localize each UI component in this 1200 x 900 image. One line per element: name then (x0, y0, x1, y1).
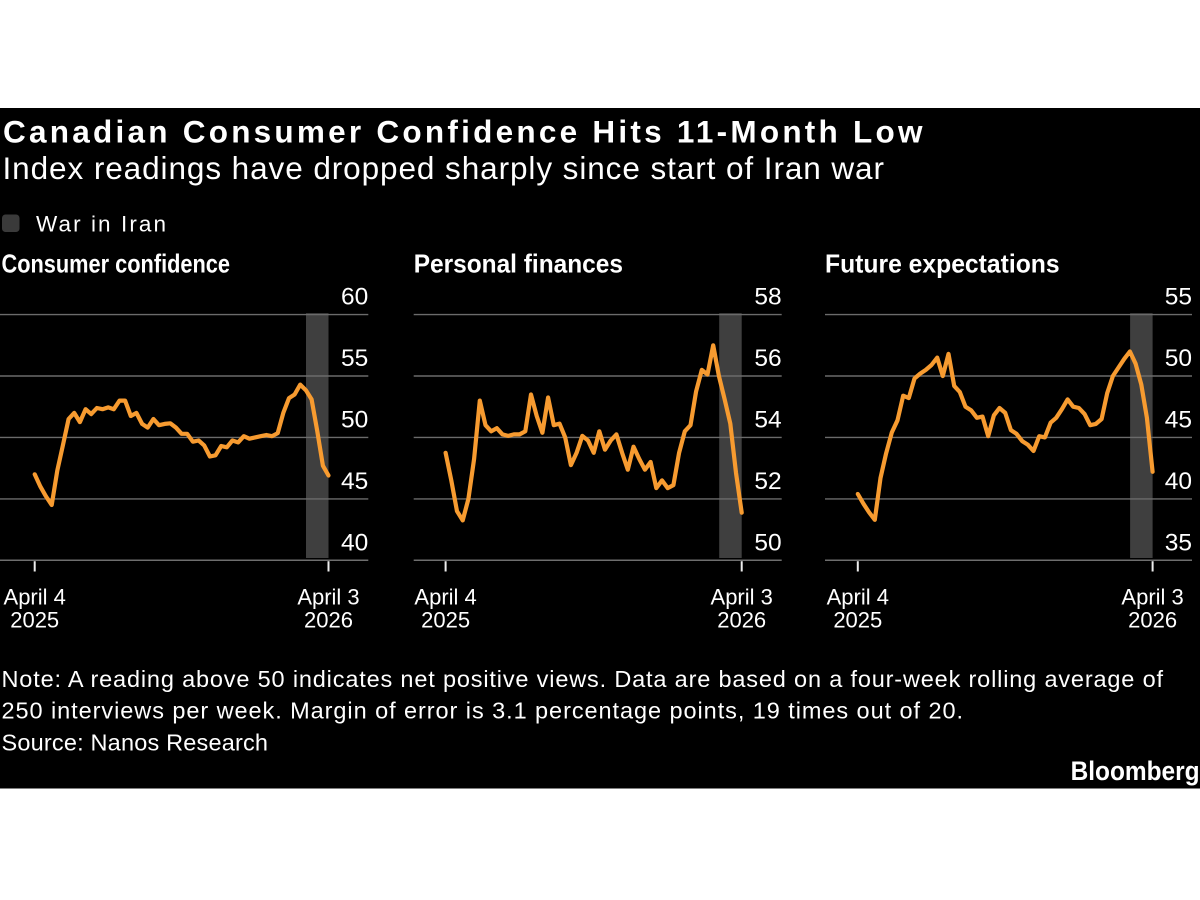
svg-text:2026: 2026 (717, 608, 766, 633)
svg-text:April 4: April 4 (827, 584, 889, 609)
svg-text:Personal finances: Personal finances (414, 249, 623, 279)
svg-text:April 3: April 3 (297, 584, 359, 609)
svg-text:60: 60 (341, 284, 368, 311)
svg-text:50: 50 (1165, 345, 1192, 372)
svg-text:Source: Nanos Research: Source: Nanos Research (2, 730, 269, 756)
svg-text:35: 35 (1165, 529, 1192, 556)
svg-text:April 3: April 3 (711, 584, 773, 609)
svg-text:Note: A reading above 50 indic: Note: A reading above 50 indicates net p… (2, 666, 1164, 692)
svg-text:45: 45 (1165, 406, 1192, 433)
svg-text:April 3: April 3 (1121, 584, 1183, 609)
svg-text:50: 50 (754, 529, 781, 556)
svg-text:45: 45 (341, 468, 368, 495)
svg-text:April 4: April 4 (414, 584, 476, 609)
svg-text:2026: 2026 (304, 608, 353, 633)
svg-text:Consumer confidence: Consumer confidence (2, 249, 231, 279)
svg-text:2025: 2025 (421, 608, 470, 633)
svg-text:55: 55 (341, 345, 368, 372)
svg-text:250 interviews per week. Margi: 250 interviews per week. Margin of error… (2, 698, 964, 724)
svg-text:April 4: April 4 (4, 584, 66, 609)
svg-text:50: 50 (341, 406, 368, 433)
svg-text:Bloomberg: Bloomberg (1071, 756, 1200, 786)
svg-text:2026: 2026 (1128, 608, 1177, 633)
svg-text:54: 54 (754, 406, 781, 433)
svg-text:40: 40 (1165, 468, 1192, 495)
svg-text:2025: 2025 (833, 608, 882, 633)
svg-text:40: 40 (341, 529, 368, 556)
svg-text:Index readings have dropped sh: Index readings have dropped sharply sinc… (3, 150, 885, 186)
svg-text:Future expectations: Future expectations (825, 249, 1060, 279)
svg-text:58: 58 (754, 284, 781, 311)
svg-text:52: 52 (754, 468, 781, 495)
svg-text:55: 55 (1165, 284, 1192, 311)
svg-text:2025: 2025 (10, 608, 59, 633)
svg-text:War in Iran: War in Iran (36, 211, 166, 236)
svg-text:Canadian Consumer Confidence H: Canadian Consumer Confidence Hits 11-Mon… (3, 114, 923, 150)
svg-text:56: 56 (754, 345, 781, 372)
